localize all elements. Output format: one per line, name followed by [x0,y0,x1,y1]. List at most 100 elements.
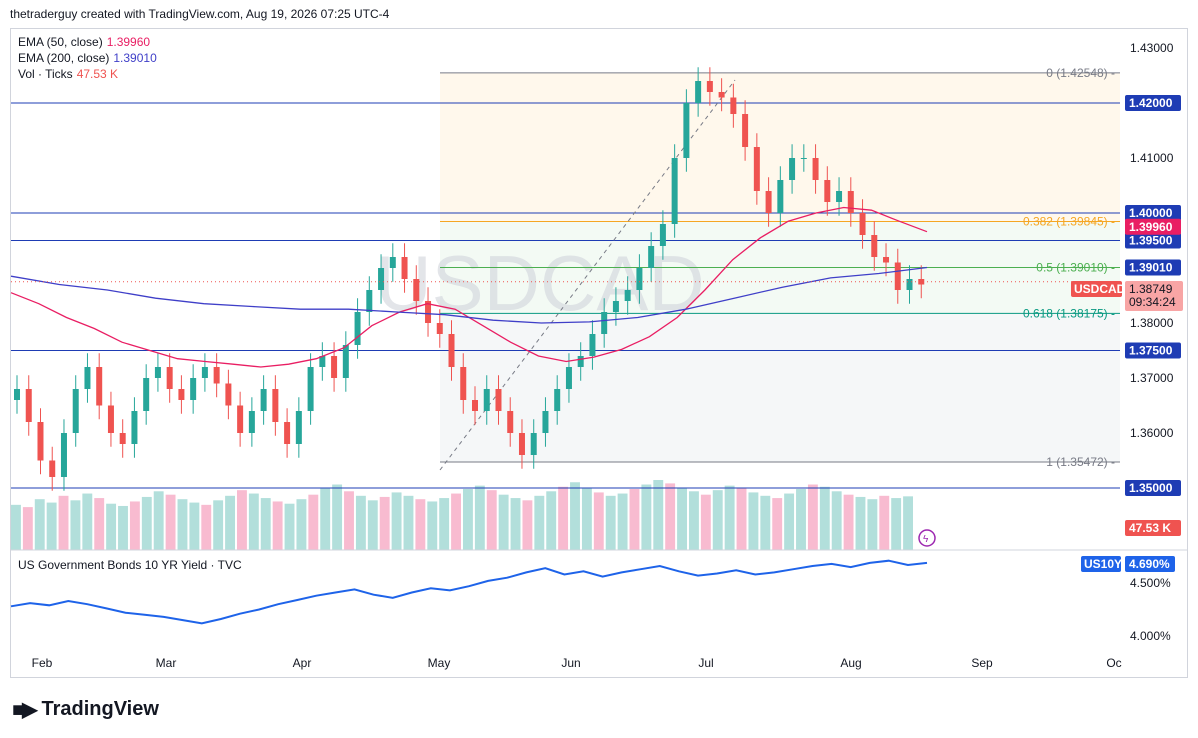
candle-body [906,279,913,290]
fib-label-0: 0 (1.42548) - [1046,66,1115,80]
x-axis-label-Sep: Sep [971,656,993,670]
candle-body [542,411,549,433]
volume-bar [427,501,438,550]
candle-body [624,290,631,301]
volume-bar [11,504,21,550]
volume-bar [617,493,628,550]
ema50-price-tag-bg [1125,218,1181,235]
volume-bar [819,486,830,550]
level-tag-1.39500: 1.39500 [1129,234,1173,248]
us10y-symbol-tag: US10Y [1084,557,1122,571]
volume-bar [22,507,33,550]
candle-body [847,191,854,213]
x-axis-label-Apr: Apr [293,656,312,670]
volume-bar [320,487,331,550]
us10y-value-tag: 4.690% [1129,557,1170,571]
volume-bar [463,489,473,550]
candle-body [342,345,349,378]
volume-bar [34,499,45,550]
volume-tag: 47.53 K [1129,521,1171,535]
volume-bar [403,495,414,550]
candle-body [554,389,561,411]
last-price-tag: 1.38749 [1129,282,1173,296]
candle-body [706,81,713,92]
volume-bar [593,492,604,550]
level-tag-1.39500-bg [1125,232,1181,249]
ema200-price-tag-bg [1125,259,1181,276]
symbol-tag-bg [1071,281,1122,297]
us10y-axis-label: 4.500% [1130,576,1171,590]
ema50-price-tag: 1.39960 [1129,220,1173,234]
candle-body [789,158,796,180]
volume-bar [70,500,81,550]
volume-bar [653,480,664,550]
volume-bar [451,493,461,550]
candle-body [378,268,385,290]
fib-label-1: 1 (1.35472) - [1046,455,1115,469]
candle-body [742,114,749,147]
candle-body [695,81,702,103]
volume-bar [879,495,890,550]
candle-body [319,356,326,367]
candle-body [859,213,866,235]
candle-body [272,389,279,422]
volume-bar [891,498,902,550]
volume-bar [439,498,450,550]
candle-body [354,312,361,345]
volume-bar [46,502,57,550]
level-tag-1.35000: 1.35000 [1129,481,1173,495]
candle-body [883,257,890,263]
candle-body [143,378,150,411]
candle-body [871,235,878,257]
volume-bar [391,492,402,550]
volume-bar [605,495,616,550]
chart-frame [10,28,1188,678]
candle-body [295,411,302,444]
candle-body [60,433,67,477]
tradingview-logo-icon: ■▶ [12,699,38,721]
volume-bar [129,501,140,550]
volume-bar [867,499,878,550]
legend-ema200-label: EMA (200, close) [18,51,110,65]
candle-body [119,433,126,444]
candle-body [530,433,537,455]
volume-bar [736,487,747,550]
candle-body [84,367,91,389]
candle-body [648,246,655,268]
volume-bar [677,487,687,550]
candle-body [671,158,678,224]
volume-bar [807,484,818,550]
legend-ema50-label: EMA (50, close) [18,35,103,49]
legend-ema200[interactable]: EMA (200, close) 1.39010 [18,50,157,66]
candle-body [612,301,619,312]
candle-body [401,257,408,279]
volume-bar [843,494,854,550]
volume-bar [94,498,105,550]
volume-bar [784,493,795,550]
volume-bar [415,499,426,550]
level-tag-1.37500-bg [1125,342,1181,359]
volume-bar [486,490,497,550]
fib-label-0.618: 0.618 (1.38175) - [1023,306,1115,320]
fib-label-0.5: 0.5 (1.39010) - [1036,260,1115,274]
candle-body [683,103,690,158]
price-axis-label: 1.36000 [1130,426,1174,440]
fib-label-0.382: 0.382 (1.39845) - [1023,215,1115,229]
x-axis-label-Feb: Feb [32,656,53,670]
legend-ema50[interactable]: EMA (50, close) 1.39960 [18,34,150,50]
tradingview-brand[interactable]: ■▶ TradingView [12,697,159,722]
us10y-axis-label: 4.000% [1130,629,1171,643]
price-axis-label: 1.37000 [1130,371,1174,385]
candle-body [178,389,185,400]
candle-body [225,383,232,406]
candle-body [284,422,291,444]
volume-bar [272,501,283,550]
volume-bar [332,484,343,550]
legend-volume[interactable]: Vol · Ticks 47.53 K [18,66,118,82]
level-tag-1.35000-bg [1125,480,1181,496]
level-tag-1.42000: 1.42000 [1129,96,1173,110]
volume-bar [641,484,652,550]
candle-body [49,460,56,477]
volume-bar [177,499,188,550]
